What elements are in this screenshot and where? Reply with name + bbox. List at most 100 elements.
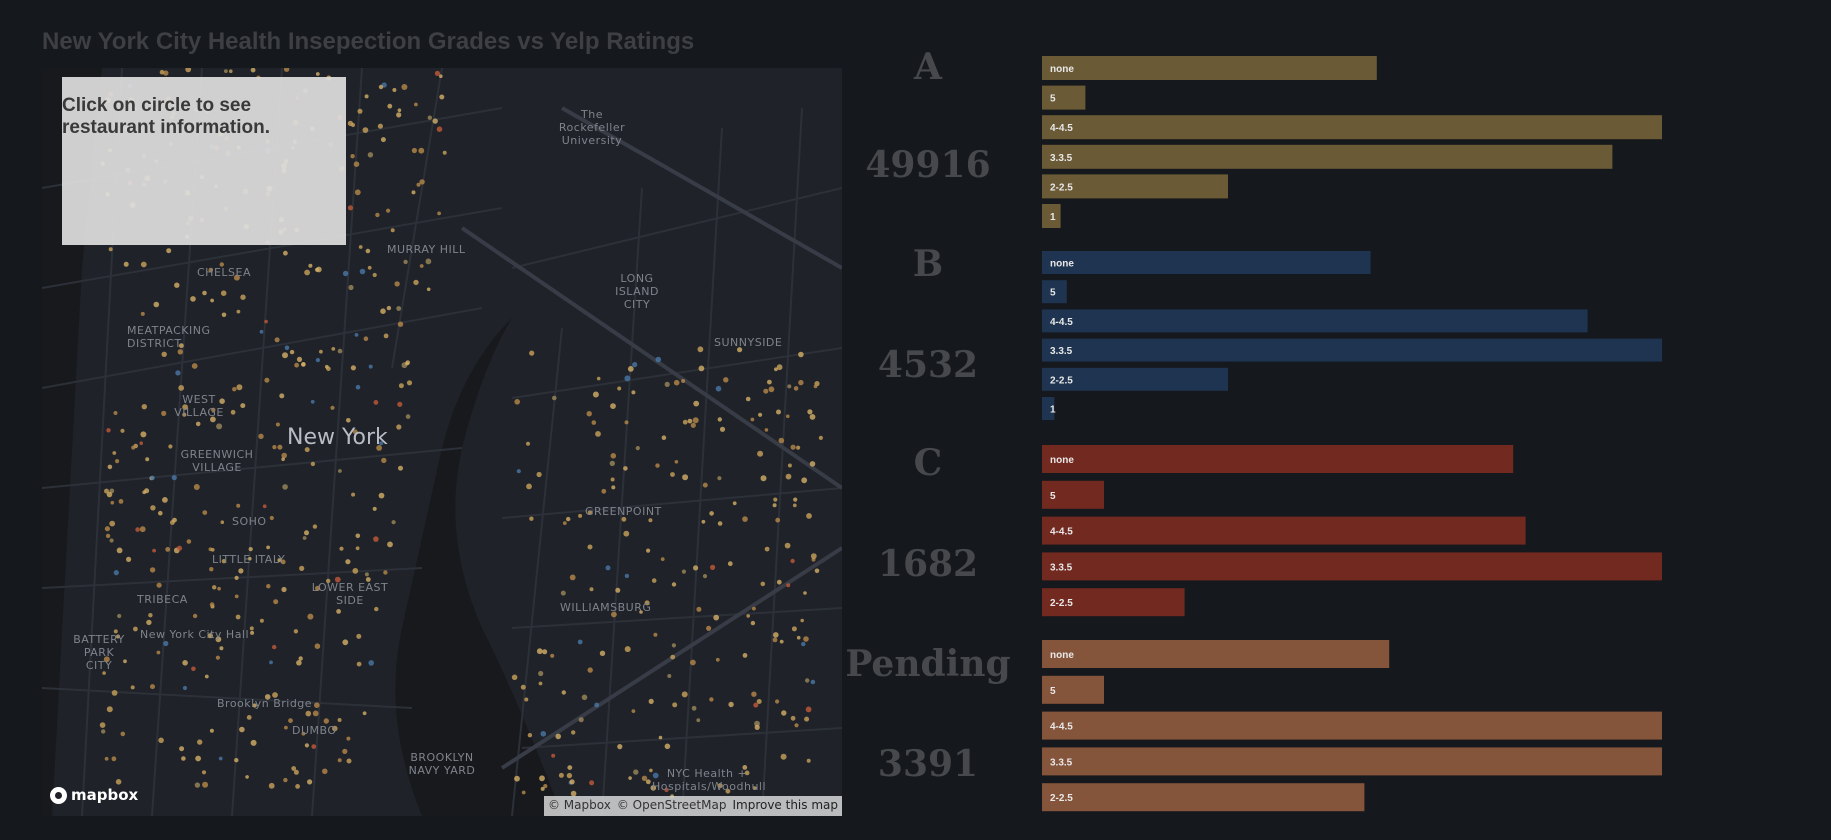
restaurant-dot[interactable]	[362, 127, 369, 133]
restaurant-dot[interactable]	[764, 428, 769, 432]
rating-bar[interactable]	[1042, 56, 1377, 80]
restaurant-dot[interactable]	[793, 386, 799, 391]
restaurant-dot[interactable]	[690, 659, 696, 666]
restaurant-dot[interactable]	[250, 739, 257, 746]
restaurant-dot[interactable]	[405, 361, 410, 366]
restaurant-dot[interactable]	[338, 469, 342, 473]
restaurant-dot[interactable]	[650, 785, 657, 791]
restaurant-dot[interactable]	[118, 499, 124, 504]
restaurant-dot[interactable]	[156, 582, 162, 588]
restaurant-dot[interactable]	[768, 386, 775, 393]
restaurant-dot[interactable]	[332, 725, 338, 732]
restaurant-dot[interactable]	[578, 513, 583, 518]
restaurant-dot[interactable]	[631, 390, 636, 395]
restaurant-dot[interactable]	[806, 758, 811, 763]
restaurant-dot[interactable]	[301, 731, 306, 736]
rating-bar[interactable]	[1042, 280, 1067, 304]
restaurant-dot[interactable]	[591, 420, 597, 425]
restaurant-dot[interactable]	[378, 84, 384, 90]
restaurant-dot[interactable]	[631, 709, 636, 713]
restaurant-dot[interactable]	[337, 758, 342, 763]
restaurant-dot[interactable]	[185, 68, 192, 73]
rating-bar[interactable]	[1042, 783, 1365, 812]
restaurant-dot[interactable]	[709, 511, 714, 516]
restaurant-dot[interactable]	[304, 530, 309, 536]
restaurant-dot[interactable]	[314, 702, 320, 708]
restaurant-dot[interactable]	[397, 108, 402, 112]
restaurant-dot[interactable]	[379, 441, 384, 446]
restaurant-dot[interactable]	[398, 465, 403, 471]
restaurant-dot[interactable]	[174, 282, 180, 288]
rating-bar[interactable]	[1042, 174, 1228, 199]
restaurant-dot[interactable]	[633, 769, 639, 775]
restaurant-dot[interactable]	[381, 457, 387, 464]
restaurant-dot[interactable]	[550, 653, 555, 658]
restaurant-dot[interactable]	[715, 385, 722, 392]
restaurant-dot[interactable]	[596, 376, 601, 381]
restaurant-dot[interactable]	[390, 228, 395, 233]
restaurant-dot[interactable]	[176, 545, 183, 551]
restaurant-dot[interactable]	[104, 756, 109, 761]
restaurant-dot[interactable]	[529, 350, 535, 356]
restaurant-dot[interactable]	[117, 613, 122, 619]
restaurant-dot[interactable]	[592, 391, 599, 398]
restaurant-dot[interactable]	[275, 422, 280, 427]
restaurant-dot[interactable]	[283, 68, 290, 72]
restaurant-dot[interactable]	[211, 407, 216, 413]
restaurant-dot[interactable]	[209, 567, 214, 572]
restaurant-dot[interactable]	[272, 644, 277, 650]
restaurant-dot[interactable]	[543, 784, 548, 789]
restaurant-dot[interactable]	[784, 542, 791, 549]
restaurant-dot[interactable]	[208, 267, 214, 273]
restaurant-dot[interactable]	[334, 576, 341, 583]
attribution-mapbox-link[interactable]: © Mapbox	[547, 798, 611, 812]
restaurant-dot[interactable]	[787, 384, 792, 389]
restaurant-dot[interactable]	[416, 182, 421, 187]
restaurant-dot[interactable]	[750, 620, 756, 626]
restaurant-dot[interactable]	[696, 606, 702, 612]
restaurant-dot[interactable]	[386, 305, 392, 311]
restaurant-dot[interactable]	[362, 711, 367, 716]
restaurant-dot[interactable]	[809, 414, 816, 420]
restaurant-dot[interactable]	[649, 768, 653, 773]
restaurant-dot[interactable]	[750, 417, 755, 422]
restaurant-dot[interactable]	[717, 521, 723, 526]
restaurant-dot[interactable]	[363, 336, 369, 342]
restaurant-dot[interactable]	[719, 426, 726, 432]
restaurant-dot[interactable]	[772, 503, 777, 508]
restaurant-dot[interactable]	[159, 69, 165, 75]
restaurant-dot[interactable]	[609, 460, 615, 467]
restaurant-dot[interactable]	[145, 457, 150, 462]
restaurant-dot[interactable]	[655, 356, 662, 363]
restaurant-dot[interactable]	[359, 268, 366, 275]
restaurant-dot[interactable]	[104, 526, 110, 532]
restaurant-dot[interactable]	[233, 274, 240, 281]
restaurant-dot[interactable]	[116, 547, 123, 554]
restaurant-dot[interactable]	[723, 377, 729, 383]
restaurant-dot[interactable]	[368, 660, 375, 666]
rating-bar[interactable]	[1042, 251, 1371, 274]
restaurant-dot[interactable]	[239, 726, 245, 733]
restaurant-dot[interactable]	[186, 539, 192, 544]
restaurant-dot[interactable]	[358, 245, 363, 249]
attribution-osm-link[interactable]: © OpenStreetMap	[616, 798, 727, 812]
restaurant-dot[interactable]	[165, 547, 171, 552]
restaurant-dot[interactable]	[323, 718, 329, 724]
restaurant-dot[interactable]	[790, 558, 795, 564]
restaurant-dot[interactable]	[514, 399, 520, 405]
restaurant-dot[interactable]	[786, 414, 790, 419]
restaurant-dot[interactable]	[190, 296, 196, 302]
restaurant-dot[interactable]	[224, 69, 228, 73]
restaurant-dot[interactable]	[439, 94, 445, 100]
restaurant-dot[interactable]	[717, 783, 723, 789]
restaurant-dot[interactable]	[182, 404, 189, 410]
restaurant-dot[interactable]	[315, 585, 321, 592]
restaurant-dot[interactable]	[526, 441, 530, 446]
rating-bar[interactable]	[1042, 397, 1055, 420]
restaurant-dot[interactable]	[355, 546, 360, 551]
restaurant-dot[interactable]	[682, 474, 689, 481]
restaurant-dot[interactable]	[746, 614, 750, 618]
restaurant-dot[interactable]	[229, 69, 233, 73]
restaurant-dot[interactable]	[804, 716, 810, 722]
restaurant-dot[interactable]	[219, 646, 224, 651]
